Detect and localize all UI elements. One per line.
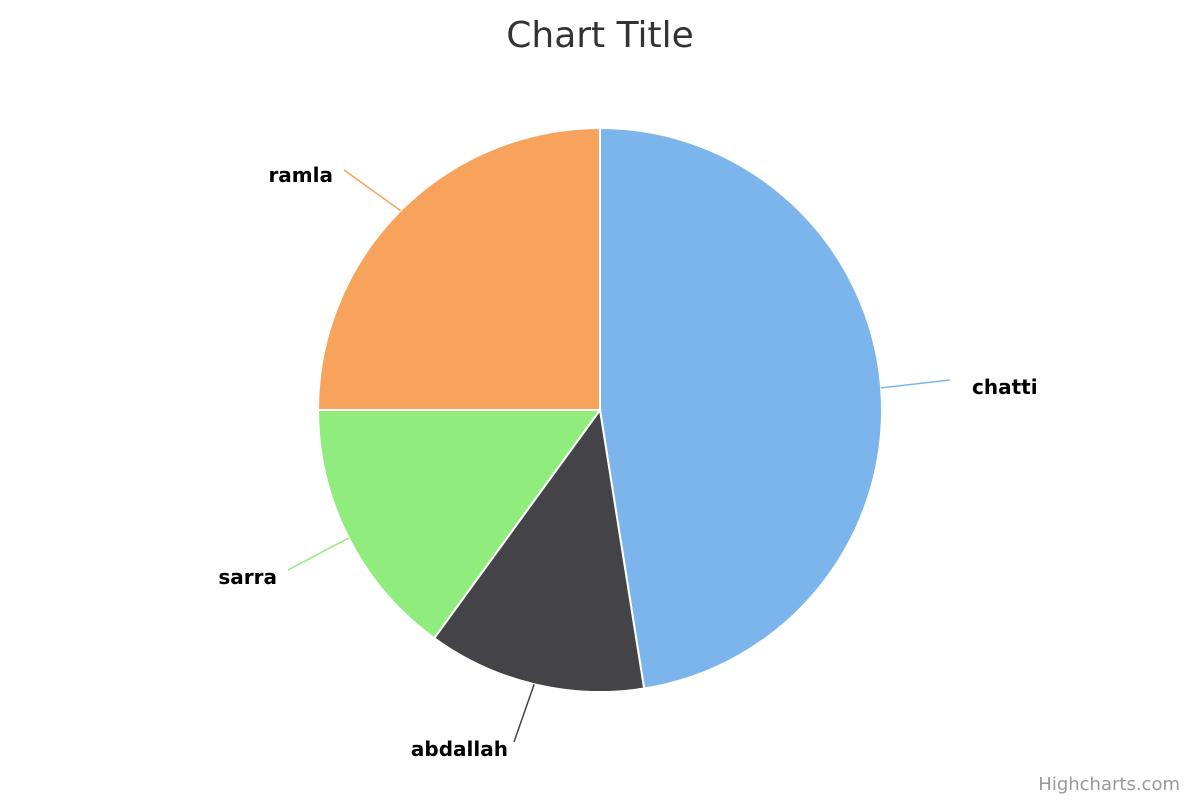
pie-slice-abdallah[interactable]: [432, 407, 646, 693]
pie-slice-chatti[interactable]: [599, 126, 883, 690]
label-connectors: [287, 169, 951, 743]
slice-label-sarra: sarra: [218, 565, 277, 589]
connector-ramla: [343, 169, 402, 212]
slice-label-chatti: chatti: [972, 375, 1038, 399]
pie-slice-ramla[interactable]: [316, 126, 601, 411]
connector-chatti: [881, 379, 951, 389]
pie-slices: [316, 126, 883, 693]
connector-sarra: [287, 537, 350, 571]
slice-label-abdallah: abdallah: [411, 737, 508, 761]
credits-link[interactable]: Highcharts.com: [1038, 774, 1180, 795]
slice-label-ramla: ramla: [268, 163, 333, 187]
chart-title: Chart Title: [506, 15, 694, 56]
slice-labels: chatti abdallah sarra ramla: [218, 163, 1037, 761]
connector-abdallah: [513, 683, 535, 743]
pie-slice-sarra[interactable]: [316, 409, 602, 640]
